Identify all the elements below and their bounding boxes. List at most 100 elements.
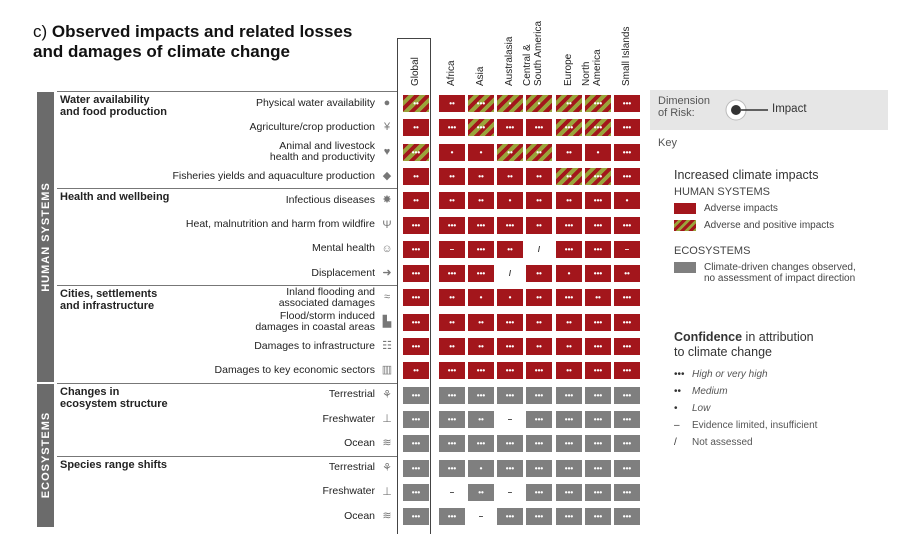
- matrix-cell: •••: [468, 95, 494, 112]
- matrix-cell: •••: [497, 435, 523, 453]
- section-label-text: ECOSYSTEMS: [39, 412, 52, 499]
- column-header: Africa: [439, 0, 465, 86]
- row-label: Ocean: [344, 509, 375, 522]
- matrix-cell: •: [468, 289, 494, 307]
- matrix-cell: ••: [614, 265, 640, 283]
- matrix-cell: •••: [614, 143, 640, 161]
- row-label: Damages to infrastructure: [254, 339, 375, 352]
- matrix-cell: •: [556, 265, 582, 283]
- matrix-cell: ••: [556, 362, 582, 380]
- head-icon: ☺: [381, 242, 393, 255]
- matrix-cell: •••: [439, 362, 465, 380]
- matrix-cell: •••: [585, 435, 611, 453]
- matrix-cell: •••: [556, 435, 582, 453]
- matrix-cell: •: [497, 192, 523, 210]
- confidence-symbol: ••: [674, 386, 682, 397]
- adverse-swatch: [674, 203, 696, 214]
- fish-icon: ◆: [382, 169, 392, 182]
- group-divider: [57, 91, 397, 92]
- matrix-cell: •••: [403, 386, 429, 404]
- matrix-cell: •••: [614, 459, 640, 477]
- matrix-cell: ••: [403, 119, 429, 137]
- matrix-cell: •••: [614, 95, 640, 112]
- matrix-cell: ••: [526, 143, 552, 161]
- matrix-cell: •••: [468, 362, 494, 380]
- matrix-cell: •••: [585, 483, 611, 501]
- matrix-cell: •••: [403, 143, 429, 161]
- ecosystems-heading: ECOSYSTEMS: [674, 245, 751, 257]
- group-label: Species range shifts: [60, 458, 167, 471]
- matrix-cell: •••: [585, 338, 611, 355]
- matrix-cell: ••: [526, 338, 552, 355]
- matrix-cell: •••: [526, 119, 552, 137]
- legend-panel: Dimension of Risk: Impact Key Increased …: [650, 90, 888, 536]
- matrix-cell: •••: [468, 386, 494, 404]
- matrix-cell: •••: [439, 508, 465, 526]
- matrix-cell: ••: [468, 483, 494, 501]
- matrix-cell: •••: [497, 386, 523, 404]
- matrix-cell: •••: [403, 216, 429, 234]
- matrix-cell: •••: [614, 167, 640, 185]
- matrix-cell: •••: [526, 435, 552, 453]
- cow-icon: ♥: [383, 145, 391, 158]
- matrix-cell: •••: [403, 508, 429, 526]
- matrix-cell: ••: [526, 216, 552, 234]
- matrix-cell: ••: [439, 192, 465, 210]
- matrix-cell: ••: [556, 338, 582, 355]
- row-label: Fisheries yields and aquaculture product…: [172, 169, 375, 182]
- matrix-cell: ••: [403, 362, 429, 380]
- matrix-cell: •••: [497, 216, 523, 234]
- column-header: Europe: [556, 0, 582, 86]
- matrix-cell: ••: [468, 338, 494, 355]
- row-label: Mental health: [311, 242, 375, 255]
- matrix-cell: ••: [497, 167, 523, 185]
- human-systems-heading: HUMAN SYSTEMS: [674, 186, 770, 198]
- matrix-cell: •••: [614, 362, 640, 380]
- matrix-cell: •••: [556, 289, 582, 307]
- row-label: Displacement: [311, 266, 375, 279]
- matrix-cell: •: [497, 95, 523, 112]
- matrix-cell: •••: [497, 313, 523, 331]
- matrix-cell: •••: [585, 459, 611, 477]
- matrix-cell: •••: [468, 119, 494, 137]
- column-header-label: Africa: [446, 60, 457, 86]
- matrix-cell: •••: [556, 483, 582, 501]
- confidence-bold: Confidence: [674, 330, 743, 344]
- matrix-cell: •••: [403, 338, 429, 355]
- matrix-cell: ••: [497, 240, 523, 258]
- group-divider: [57, 455, 397, 457]
- matrix-cell: –: [497, 410, 523, 428]
- matrix-cell: •••: [556, 410, 582, 428]
- confidence-item: – Evidence limited, insufficient: [674, 420, 817, 431]
- matrix-cell: •: [585, 143, 611, 161]
- matrix-cell: •••: [439, 410, 465, 428]
- confidence-heading: Confidence in attribution to climate chan…: [674, 330, 814, 360]
- terrestrial-icon: ⚘: [382, 461, 392, 474]
- matrix-cell: •••: [614, 119, 640, 137]
- row-label: Freshwater: [322, 485, 375, 498]
- row-label: Ocean: [344, 436, 375, 449]
- displacement-icon: ➜: [382, 267, 392, 280]
- matrix-cell: •••: [526, 459, 552, 477]
- matrix-cell: •••: [526, 386, 552, 404]
- matrix-cell: ••: [497, 143, 523, 161]
- matrix-cell: •••: [439, 265, 465, 283]
- matrix-cell: •••: [526, 410, 552, 428]
- matrix-cell: ••: [439, 289, 465, 307]
- ecosystem-swatch: [674, 262, 696, 273]
- ocean-icon: ≋: [382, 437, 392, 450]
- terrestrial-icon: ⚘: [382, 388, 392, 401]
- confidence-label: Evidence limited, insufficient: [692, 420, 818, 431]
- matrix-cell: •••: [497, 338, 523, 355]
- matrix-cell: •: [497, 289, 523, 307]
- coastal-city-icon: ▙: [382, 315, 392, 328]
- matrix-cell: •••: [614, 313, 640, 331]
- matrix-cell: ••: [556, 143, 582, 161]
- global-column-frame: [397, 38, 431, 534]
- matrix-cell: –: [497, 483, 523, 501]
- row-label: Damages to key economic sectors: [214, 363, 375, 376]
- confidence-symbol: –: [674, 420, 680, 431]
- matrix-cell: •••: [497, 362, 523, 380]
- ecosystem-label: Climate-driven changes observed, no asse…: [704, 262, 856, 284]
- matrix-cell: ••: [556, 192, 582, 210]
